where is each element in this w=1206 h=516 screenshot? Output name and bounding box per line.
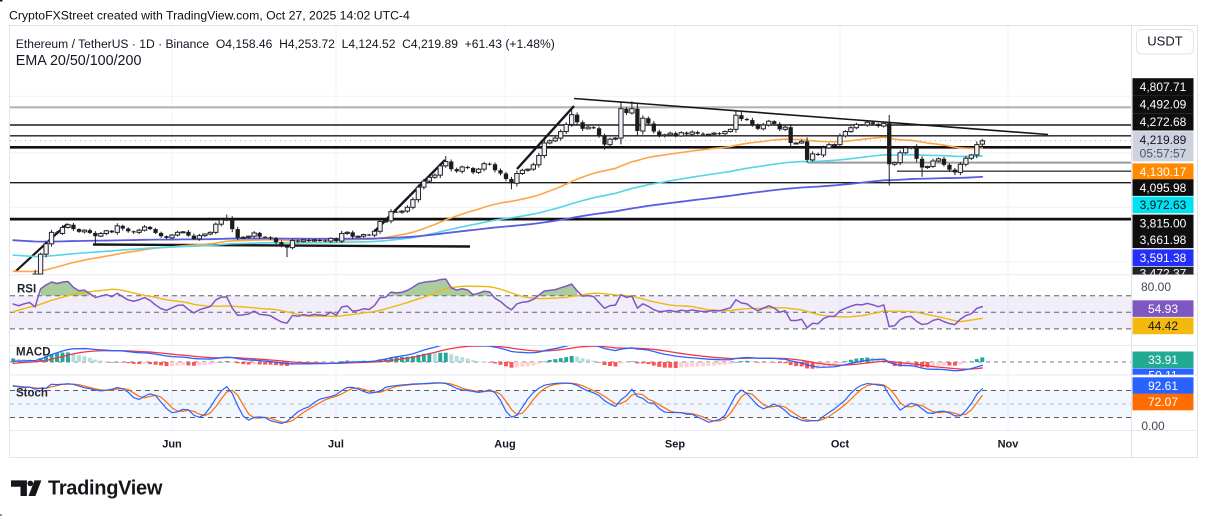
svg-text:4,095.98: 4,095.98 <box>1140 181 1187 195</box>
svg-text:50.11: 50.11 <box>1148 368 1177 382</box>
svg-text:54.93: 54.93 <box>1148 302 1178 316</box>
svg-text:USDT: USDT <box>1147 34 1182 49</box>
svg-text:Nov: Nov <box>998 439 1020 451</box>
svg-text:3,972.63: 3,972.63 <box>1140 198 1187 212</box>
svg-text:EMA 20/50/100/200: EMA 20/50/100/200 <box>16 53 142 69</box>
svg-text:Jul: Jul <box>328 439 344 451</box>
svg-text:80.00: 80.00 <box>1141 280 1171 294</box>
svg-text:TradingView: TradingView <box>48 478 163 500</box>
svg-text:4,219.89: 4,219.89 <box>1140 133 1187 147</box>
svg-text:44.42: 44.42 <box>1148 319 1178 333</box>
svg-text:92.61: 92.61 <box>1148 379 1178 393</box>
svg-text:Jun: Jun <box>162 439 182 451</box>
svg-text:4,272.68: 4,272.68 <box>1140 115 1187 129</box>
svg-text:4,130.17: 4,130.17 <box>1140 165 1187 179</box>
svg-text:RSI: RSI <box>17 284 36 296</box>
svg-text:4,807.71: 4,807.71 <box>1140 80 1187 94</box>
svg-text:CryptoFXStreet created with Tr: CryptoFXStreet created with TradingView.… <box>9 9 410 23</box>
svg-text:3,472.37: 3,472.37 <box>1140 267 1187 281</box>
svg-text:3,591.38: 3,591.38 <box>1140 251 1187 265</box>
svg-text:Aug: Aug <box>494 439 515 451</box>
svg-text:Ethereum / TetherUS · 1D · Bin: Ethereum / TetherUS · 1D · Binance O4,15… <box>16 37 555 51</box>
svg-text:0.00: 0.00 <box>1141 419 1165 433</box>
svg-text:3,815.00: 3,815.00 <box>1140 216 1187 230</box>
svg-text:Oct: Oct <box>831 439 850 451</box>
svg-text:MACD: MACD <box>16 347 51 359</box>
svg-text:72.07: 72.07 <box>1148 395 1178 409</box>
svg-text:3,661.98: 3,661.98 <box>1140 233 1187 247</box>
svg-text:33.91: 33.91 <box>1148 353 1178 367</box>
svg-text:Stoch: Stoch <box>16 388 48 400</box>
svg-text:4,492.09: 4,492.09 <box>1140 98 1187 112</box>
svg-text:Sep: Sep <box>665 439 685 451</box>
svg-text:05:57:57: 05:57:57 <box>1140 146 1187 160</box>
